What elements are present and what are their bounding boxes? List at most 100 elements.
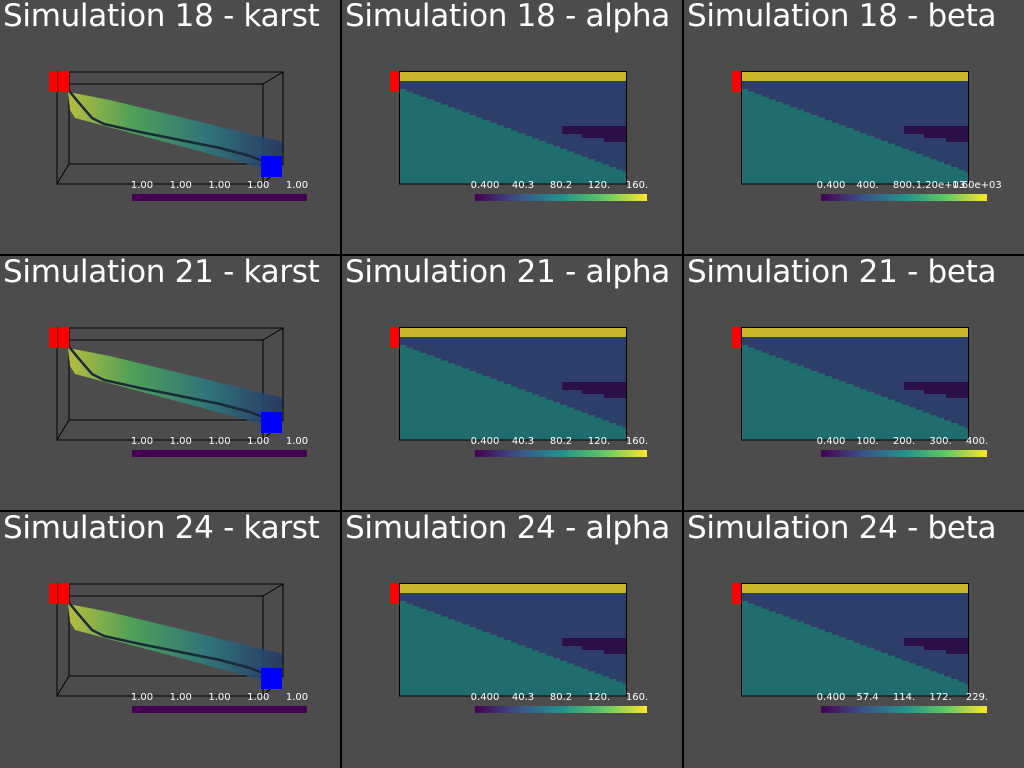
colorbar-tick-label: 172. bbox=[929, 692, 952, 703]
panel-sim21-beta: Simulation 21 - beta 0.400 100. 200. 300. 400… bbox=[684, 256, 1024, 510]
inlet-marker bbox=[732, 71, 741, 92]
colorbar-tick-label: 160. bbox=[625, 692, 649, 703]
colorbar-tick-label: 400. bbox=[856, 180, 879, 191]
domain-outline bbox=[741, 583, 969, 697]
panel-title: Simulation 21 - karst bbox=[3, 256, 320, 290]
colorbar bbox=[821, 450, 987, 457]
panel-title: Simulation 24 - karst bbox=[3, 512, 320, 546]
colorbar-tick-label: 400. bbox=[965, 436, 989, 447]
inlet-marker bbox=[732, 327, 741, 348]
render-view[interactable] bbox=[684, 512, 1024, 768]
colorbar-tick-label: 100. bbox=[856, 436, 879, 447]
colorbar-tick-label: 1.00 bbox=[285, 692, 309, 703]
domain-outline bbox=[741, 71, 969, 185]
colorbar-tick-label: 40.3 bbox=[511, 436, 535, 447]
panel-sim24-alpha: Simulation 24 - alpha 0.400 40.3 80.2 120. 16… bbox=[342, 512, 682, 768]
colorbar-tick-label: 200. bbox=[892, 436, 916, 447]
colorbar-tick-label: 1.00 bbox=[130, 692, 154, 703]
panel-sim18-alpha: Simulation 18 - alpha 0.400 40.3 80.2 120. 16… bbox=[342, 0, 682, 254]
karst-conduit bbox=[61, 593, 271, 678]
render-view[interactable] bbox=[684, 256, 1024, 510]
render-view[interactable] bbox=[0, 512, 340, 768]
colorbar-tick-label: 1.00 bbox=[247, 180, 270, 191]
lower-layer bbox=[399, 345, 626, 440]
colorbar bbox=[132, 194, 307, 201]
colorbar-tick-label: 1.00 bbox=[247, 692, 270, 703]
colorbar-tick-label: 1.00 bbox=[285, 436, 309, 447]
pocket-layer bbox=[562, 126, 626, 142]
colorbar-tick-label: 1.00 bbox=[285, 180, 309, 191]
colorbar-tick-label: 0.400 bbox=[470, 180, 500, 191]
domain-outline bbox=[399, 327, 627, 441]
inlet-marker-edge bbox=[57, 583, 59, 604]
colorbar bbox=[475, 194, 647, 201]
bounding-box-edge bbox=[262, 583, 284, 597]
bounding-box-edge bbox=[262, 327, 284, 341]
outlet-marker bbox=[261, 668, 282, 689]
colorbar-tick-label: 800. bbox=[892, 180, 916, 191]
colorbar bbox=[475, 706, 647, 713]
karst-slab bbox=[68, 92, 283, 171]
colorbar-tick-label: 80.2 bbox=[549, 692, 573, 703]
colorbar-tick-label: 1.00 bbox=[130, 436, 154, 447]
colorbar-tick-label: 120. bbox=[587, 436, 611, 447]
colorbar-tick-label: 0.400 bbox=[470, 436, 500, 447]
panel-title: Simulation 18 - beta bbox=[687, 0, 997, 34]
panel-title: Simulation 24 - beta bbox=[687, 512, 997, 546]
inlet-marker-edge bbox=[57, 71, 59, 92]
pocket-layer bbox=[562, 638, 626, 654]
top-layer bbox=[399, 71, 626, 81]
colorbar bbox=[475, 450, 647, 457]
karst-slab bbox=[68, 348, 283, 427]
colorbar bbox=[132, 706, 307, 713]
colorbar-tick-label: 1.00 bbox=[169, 436, 192, 447]
colorbar bbox=[821, 706, 987, 713]
render-view[interactable] bbox=[684, 0, 1024, 254]
karst-slab bbox=[68, 604, 283, 683]
inlet-marker-edge bbox=[57, 327, 59, 348]
domain-outline bbox=[741, 327, 969, 441]
colorbar bbox=[132, 450, 307, 457]
bounding-box-edge bbox=[56, 675, 70, 697]
colorbar-tick-label: 300. bbox=[929, 436, 952, 447]
render-view[interactable] bbox=[342, 0, 682, 254]
render-view[interactable] bbox=[0, 256, 340, 510]
pocket-layer bbox=[562, 382, 626, 398]
panel-title: Simulation 21 - alpha bbox=[345, 256, 670, 290]
render-view[interactable] bbox=[0, 0, 340, 254]
domain-outline bbox=[399, 71, 627, 185]
colorbar-tick-label: 0.400 bbox=[470, 692, 500, 703]
colorbar-tick-label: 0.400 bbox=[816, 180, 846, 191]
inlet-marker bbox=[732, 583, 741, 604]
panel-title: Simulation 18 - karst bbox=[3, 0, 320, 34]
bounding-box-edge bbox=[56, 163, 70, 185]
colorbar-tick-label: 1.00 bbox=[169, 180, 192, 191]
karst-conduit bbox=[61, 337, 271, 422]
colorbar-tick-label: 229. bbox=[965, 692, 989, 703]
colorbar-tick-label: 80.2 bbox=[549, 180, 573, 191]
panel-sim18-beta: Simulation 18 - beta 0.400 400. 800. 1.20e+0… bbox=[684, 0, 1024, 254]
colorbar-tick-label: 0.400 bbox=[816, 692, 846, 703]
pocket-layer bbox=[904, 126, 968, 142]
lower-layer bbox=[741, 345, 968, 440]
colorbar-tick-label: 1.00 bbox=[247, 436, 270, 447]
lower-layer bbox=[741, 601, 968, 696]
bounding-box-edge bbox=[262, 71, 284, 85]
lower-layer bbox=[741, 89, 968, 184]
colorbar-tick-label: 1.20e+03 bbox=[915, 180, 966, 191]
colorbar-tick-label: 1.00 bbox=[208, 436, 231, 447]
colorbar-tick-label: 1.00 bbox=[169, 692, 192, 703]
top-layer bbox=[741, 71, 968, 81]
panel-sim24-karst: Simulation 24 - karst 1.00 1.00 1.00 1.00 1.0… bbox=[0, 512, 340, 768]
karst-conduit bbox=[61, 81, 271, 166]
inlet-marker bbox=[390, 583, 399, 604]
render-view[interactable] bbox=[342, 512, 682, 768]
panel-sim21-alpha: Simulation 21 - alpha 0.400 40.3 80.2 120. 16… bbox=[342, 256, 682, 510]
outlet-marker bbox=[261, 412, 282, 433]
lower-layer bbox=[399, 89, 626, 184]
panel-title: Simulation 21 - beta bbox=[687, 256, 997, 290]
render-view[interactable] bbox=[342, 256, 682, 510]
top-layer bbox=[741, 583, 968, 593]
top-layer bbox=[399, 327, 626, 337]
